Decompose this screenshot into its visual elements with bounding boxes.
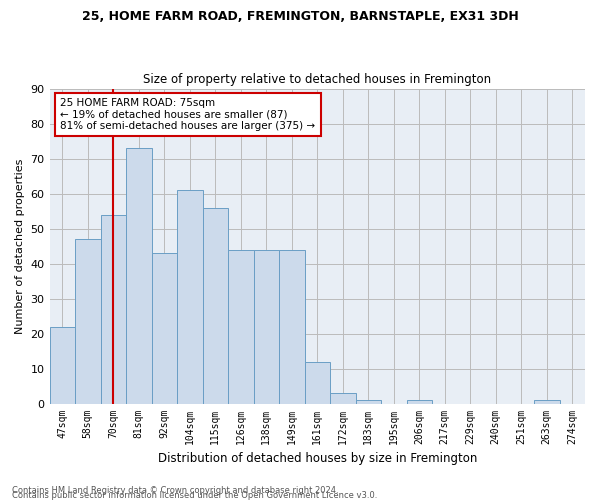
Bar — [126, 148, 152, 404]
Bar — [203, 208, 228, 404]
Bar — [101, 214, 126, 404]
Bar — [305, 362, 330, 404]
Bar — [534, 400, 560, 404]
Bar — [75, 239, 101, 404]
Bar — [407, 400, 432, 404]
Bar — [279, 250, 305, 404]
Bar — [50, 326, 75, 404]
Bar — [356, 400, 381, 404]
Text: 25, HOME FARM ROAD, FREMINGTON, BARNSTAPLE, EX31 3DH: 25, HOME FARM ROAD, FREMINGTON, BARNSTAP… — [82, 10, 518, 23]
Bar — [177, 190, 203, 404]
Y-axis label: Number of detached properties: Number of detached properties — [15, 158, 25, 334]
Bar — [254, 250, 279, 404]
Bar — [152, 253, 177, 404]
Text: 25 HOME FARM ROAD: 75sqm
← 19% of detached houses are smaller (87)
81% of semi-d: 25 HOME FARM ROAD: 75sqm ← 19% of detach… — [60, 98, 316, 131]
Text: Contains public sector information licensed under the Open Government Licence v3: Contains public sector information licen… — [12, 491, 377, 500]
X-axis label: Distribution of detached houses by size in Fremington: Distribution of detached houses by size … — [158, 452, 477, 465]
Text: Contains HM Land Registry data © Crown copyright and database right 2024.: Contains HM Land Registry data © Crown c… — [12, 486, 338, 495]
Bar — [228, 250, 254, 404]
Bar — [330, 393, 356, 404]
Title: Size of property relative to detached houses in Fremington: Size of property relative to detached ho… — [143, 73, 491, 86]
